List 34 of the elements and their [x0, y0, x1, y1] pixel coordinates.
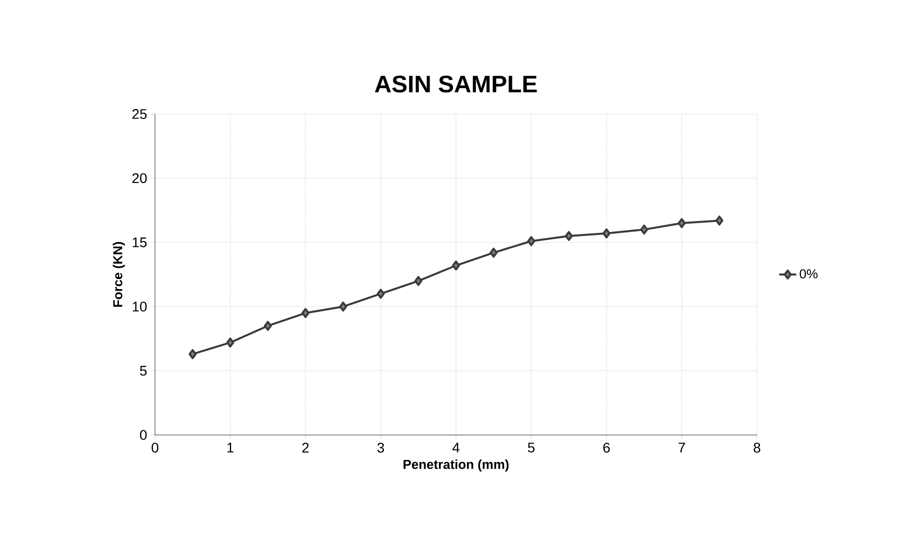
x-tick-label: 0	[152, 442, 158, 453]
x-tick-label: 8	[754, 442, 760, 453]
point	[564, 230, 573, 241]
point	[302, 308, 310, 318]
point	[640, 224, 648, 235]
y-tick-label: 10	[132, 302, 147, 312]
y-tick-label: 0	[140, 430, 147, 440]
point	[339, 302, 348, 312]
point	[226, 338, 234, 348]
x-tick-label: 3	[377, 442, 384, 453]
y-tick-label: 15	[132, 238, 147, 248]
chart-title: ASIN SAMPLE	[374, 76, 537, 92]
point	[490, 248, 498, 258]
point	[602, 228, 610, 238]
y-axis-title: Force (KN)	[112, 242, 125, 307]
y-tick-label: 5	[140, 366, 147, 376]
point	[452, 260, 460, 270]
legend-label: 0%	[800, 269, 818, 278]
x-tick-label: 5	[528, 442, 535, 453]
point	[414, 276, 422, 286]
point	[376, 288, 385, 299]
point	[264, 320, 272, 331]
point	[188, 349, 197, 360]
y-tick-label: 25	[132, 109, 147, 119]
y-tick-label: 20	[132, 173, 147, 184]
x-tick-label: 6	[603, 442, 610, 453]
x-tick-label: 2	[302, 442, 309, 453]
x-tick-label: 7	[678, 442, 685, 452]
x-axis-title: Penetration (mm)	[404, 459, 509, 472]
point	[678, 218, 686, 228]
point	[715, 216, 724, 226]
point	[527, 236, 536, 246]
x-tick-label: 4	[452, 442, 460, 452]
x-tick-label: 1	[227, 442, 234, 452]
